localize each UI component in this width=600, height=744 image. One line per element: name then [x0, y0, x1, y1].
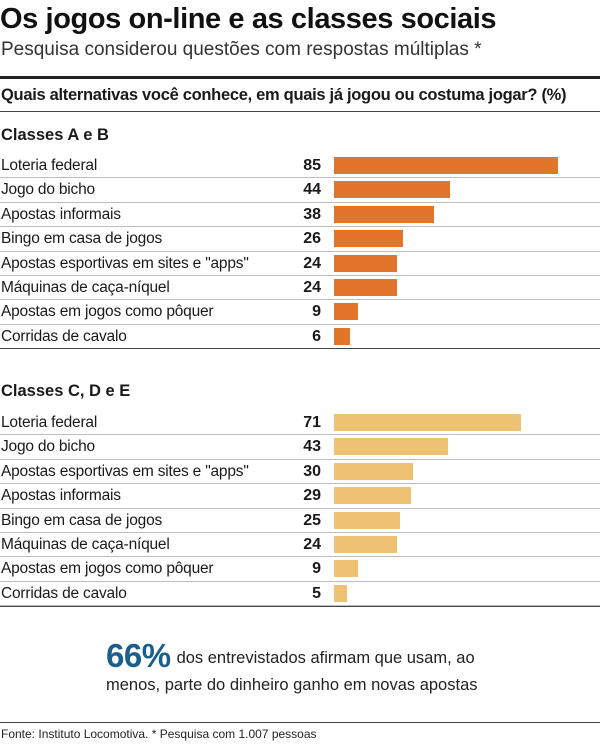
bar-row: Apostas em jogos como pôquer 9 [0, 300, 600, 325]
bar-row: Jogo do bicho 43 [0, 435, 600, 460]
bar [334, 157, 559, 174]
category-label: Apostas esportivas em sites e "apps" [1, 254, 249, 272]
group-label-classes-cde: Classes C, D e E [1, 382, 131, 400]
group-divider [0, 348, 600, 349]
chart-title: Os jogos on-line e as classes sociais [0, 3, 497, 35]
category-label: Loteria federal [1, 414, 98, 431]
bar-row: Máquinas de caça-níquel 24 [0, 533, 600, 558]
value-label: 71 [303, 414, 321, 431]
group-label-classes-ab: Classes A e B [1, 126, 109, 144]
value-label: 6 [312, 327, 321, 345]
category-label: Jogo do bicho [1, 181, 95, 199]
bar-row: Apostas esportivas em sites e "apps" 24 [0, 252, 600, 276]
bar-row: Apostas informais 29 [0, 484, 600, 509]
value-label: 85 [303, 157, 321, 174]
survey-question: Quais alternativas você conhece, em quai… [1, 86, 567, 104]
category-label: Máquinas de caça-níquel [1, 535, 170, 553]
value-label: 9 [312, 560, 321, 578]
value-label: 24 [303, 535, 321, 553]
bar [334, 414, 522, 431]
highlight-text-line1: dos entrevistados afirmam que usam, ao [176, 649, 475, 667]
bar [334, 254, 398, 272]
bar-row: Bingo em casa de jogos 26 [0, 227, 600, 252]
highlight-text-line2: menos, parte do dinheiro ganho em novas … [106, 676, 478, 694]
bar-row: Jogo do bicho 44 [0, 178, 600, 203]
value-label: 26 [303, 230, 321, 248]
bar [334, 462, 414, 480]
category-label: Apostas em jogos como pôquer [1, 560, 214, 578]
bar [334, 535, 398, 553]
category-label: Máquinas de caça-níquel [1, 278, 170, 296]
bar [334, 327, 350, 345]
bar-row: Máquinas de caça-níquel 24 [0, 276, 600, 301]
bar-row: Apostas esportivas em sites e "apps" 30 [0, 460, 600, 485]
question-rule [0, 111, 600, 112]
value-label: 43 [303, 438, 321, 456]
bar [334, 181, 451, 199]
bar [334, 230, 403, 248]
bar-group-classes-cde: Loteria federal 71 Jogo do bicho 43 Apostas … [0, 411, 600, 607]
bar [334, 438, 448, 456]
highlight-big-number: 66% [106, 637, 171, 674]
bar [334, 303, 358, 321]
bar-group-classes-ab: Loteria federal 85 Jogo do bicho 44 Apostas … [0, 154, 600, 350]
category-label: Bingo em casa de jogos [1, 230, 163, 248]
value-label: 9 [312, 303, 321, 321]
source-note: Fonte: Instituto Locomotiva. * Pesquisa … [1, 727, 317, 741]
category-label: Apostas esportivas em sites e "apps" [1, 462, 249, 480]
bar-row: Bingo em casa de jogos 25 [0, 509, 600, 533]
bar-row: Loteria federal 85 [0, 154, 600, 179]
category-label: Bingo em casa de jogos [1, 511, 163, 529]
value-label: 25 [303, 511, 321, 529]
bar-row: Apostas informais 38 [0, 203, 600, 228]
category-label: Apostas em jogos como pôquer [1, 303, 214, 321]
category-label: Jogo do bicho [1, 438, 95, 456]
bar [334, 560, 358, 578]
category-label: Apostas informais [1, 487, 121, 505]
bottom-rule [0, 722, 600, 723]
bar-row: Corridas de cavalo 6 [0, 325, 600, 350]
value-label: 30 [303, 462, 321, 480]
chart-subtitle: Pesquisa considerou questões com respost… [1, 39, 482, 60]
bar [334, 487, 411, 505]
value-label: 24 [303, 254, 321, 272]
category-label: Corridas de cavalo [1, 327, 127, 345]
value-label: 29 [303, 487, 321, 505]
value-label: 38 [303, 205, 321, 223]
value-label: 5 [312, 584, 321, 602]
category-label: Corridas de cavalo [1, 584, 127, 602]
value-label: 44 [303, 181, 321, 199]
top-rule [0, 76, 600, 79]
group-divider [0, 606, 600, 607]
bar-row: Corridas de cavalo 5 [0, 582, 600, 607]
bar [334, 205, 435, 223]
bar [334, 511, 400, 529]
category-label: Apostas informais [1, 205, 121, 223]
category-label: Loteria federal [1, 157, 98, 174]
bar [334, 278, 398, 296]
bar [334, 584, 348, 602]
value-label: 24 [303, 278, 321, 296]
bar-row: Loteria federal 71 [0, 411, 600, 436]
bar-row: Apostas em jogos como pôquer 9 [0, 557, 600, 582]
